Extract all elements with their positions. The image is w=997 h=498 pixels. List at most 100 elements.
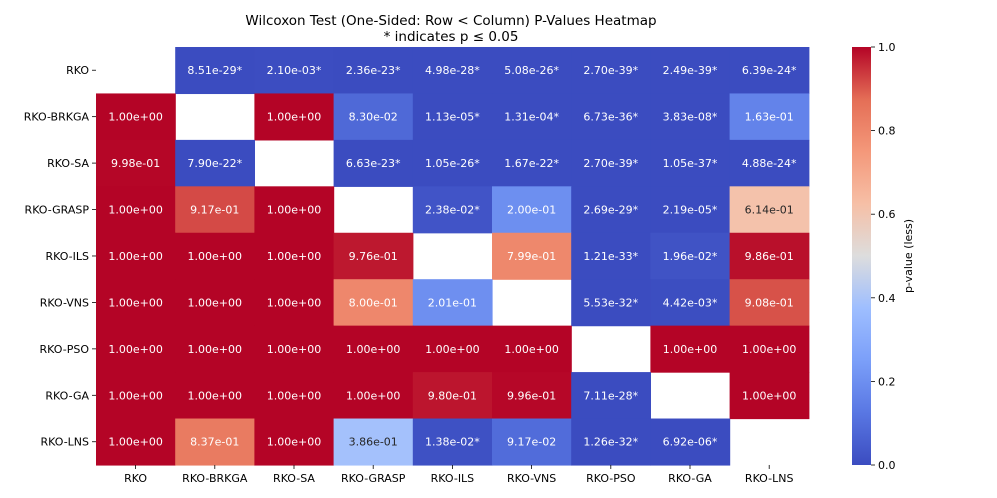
cell-value-label: 4.98e-28* bbox=[425, 64, 480, 77]
cell-value-label: 1.00e+00 bbox=[108, 250, 162, 263]
cell-value-label: 9.17e-02 bbox=[507, 436, 556, 449]
cell-value-label: 2.70e-39* bbox=[583, 157, 638, 170]
heatmap-cell bbox=[571, 418, 651, 466]
heatmap-cell bbox=[175, 325, 255, 373]
heatmap-cell bbox=[412, 186, 493, 234]
cell-value-label: 5.53e-32* bbox=[583, 296, 638, 309]
row-tick-label: RKO-GA bbox=[45, 389, 89, 402]
colorbar: 0.0 0.2 0.4 0.6 0.8 1.0 p-value (less) bbox=[852, 41, 915, 472]
cell-value-label: 1.00e+00 bbox=[267, 111, 321, 124]
column-tick-label: RKO-ILS bbox=[431, 472, 475, 485]
cell-value-label: 1.05e-26* bbox=[425, 157, 480, 170]
cell-value-label: 6.14e-01 bbox=[745, 204, 794, 217]
cell-value-label: 2.19e-05* bbox=[663, 204, 718, 217]
cell-value-label: 1.63e-01 bbox=[745, 111, 794, 124]
cell-value-label: 1.00e+00 bbox=[108, 296, 162, 309]
colorbar-tick-label: 0.8 bbox=[878, 125, 896, 138]
heatmap-cell bbox=[571, 93, 651, 141]
cell-value-label: 7.99e-01 bbox=[507, 250, 556, 263]
heatmap-cell bbox=[175, 372, 255, 420]
row-tick-label: RKO-GRASP bbox=[25, 204, 90, 217]
cell-value-label: 1.00e+00 bbox=[267, 436, 321, 449]
cell-value-label: 1.00e+00 bbox=[742, 389, 796, 402]
cell-value-label: 1.00e+00 bbox=[188, 250, 242, 263]
colorbar-tick-label: 1.0 bbox=[878, 41, 896, 54]
heatmap-cell bbox=[571, 47, 651, 95]
heatmap-cell bbox=[175, 418, 255, 466]
heatmap-cell bbox=[729, 232, 810, 280]
heatmap-cell bbox=[729, 47, 810, 95]
cell-value-label: 1.00e+00 bbox=[425, 343, 479, 356]
column-tick-label: RKO-LNS bbox=[745, 472, 794, 485]
cell-value-label: 1.67e-22* bbox=[504, 157, 559, 170]
colorbar-tick-label: 0.2 bbox=[878, 375, 896, 388]
cell-value-label: 1.00e+00 bbox=[108, 436, 162, 449]
heatmap-cell bbox=[333, 279, 414, 327]
colorbar-label: p-value (less) bbox=[902, 219, 915, 293]
cell-value-label: 9.08e-01 bbox=[745, 296, 794, 309]
heatmap-cell-labels: 8.51e-29* 2.10e-03* 2.36e-23* 4.98e-28* 5.08… bbox=[108, 64, 797, 449]
heatmap-cell bbox=[175, 139, 255, 187]
heatmap-cell bbox=[333, 93, 414, 141]
heatmap-cell bbox=[175, 47, 255, 95]
cell-value-label: 3.83e-08* bbox=[663, 111, 718, 124]
column-tick-label: RKO-PSO bbox=[586, 472, 636, 485]
heatmap-cell bbox=[96, 93, 176, 141]
heatmap-cell bbox=[254, 186, 335, 234]
cell-value-label: 2.70e-39* bbox=[583, 64, 638, 77]
colorbar-gradient bbox=[852, 47, 871, 465]
heatmap-cell bbox=[650, 418, 731, 466]
cell-value-label: 1.96e-02* bbox=[663, 250, 718, 263]
heatmap-cell bbox=[175, 279, 255, 327]
heatmap-cell bbox=[333, 232, 414, 280]
cell-value-label: 5.08e-26* bbox=[504, 64, 559, 77]
heatmap-cell bbox=[254, 418, 335, 466]
heatmap-cell bbox=[96, 139, 176, 187]
heatmap-cell bbox=[96, 232, 176, 280]
colorbar-tick-label: 0.0 bbox=[878, 459, 896, 472]
cell-value-label: 8.37e-01 bbox=[190, 436, 239, 449]
cell-value-label: 2.38e-02* bbox=[425, 204, 480, 217]
heatmap-cell bbox=[412, 372, 493, 420]
row-tick-label: RKO-BRKGA bbox=[24, 111, 90, 124]
chart-title: Wilcoxon Test (One-Sided: Row < Column) … bbox=[245, 13, 656, 29]
row-tick-label: RKO-PSO bbox=[40, 343, 90, 356]
cell-value-label: 2.69e-29* bbox=[583, 204, 638, 217]
column-tick-label: RKO bbox=[124, 472, 147, 485]
heatmap-cell bbox=[333, 139, 414, 187]
cell-value-label: 1.00e+00 bbox=[663, 343, 717, 356]
heatmap-cell bbox=[492, 418, 572, 466]
heatmap-cell bbox=[254, 232, 335, 280]
cell-value-label: 6.73e-36* bbox=[583, 111, 638, 124]
cell-value-label: 4.42e-03* bbox=[663, 296, 718, 309]
cell-value-label: 1.31e-04* bbox=[504, 111, 559, 124]
colorbar-tick-label: 0.4 bbox=[878, 292, 896, 305]
cell-value-label: 6.92e-06* bbox=[663, 436, 718, 449]
heatmap-cell bbox=[729, 372, 810, 420]
cell-value-label: 4.88e-24* bbox=[742, 157, 797, 170]
heatmap-cell bbox=[650, 279, 731, 327]
cell-value-label: 1.00e+00 bbox=[267, 389, 321, 402]
heatmap-cell bbox=[571, 232, 651, 280]
heatmap-cell bbox=[96, 279, 176, 327]
heatmap-cell bbox=[492, 232, 572, 280]
cell-value-label: 1.00e+00 bbox=[504, 343, 558, 356]
heatmap-cell bbox=[96, 372, 176, 420]
cell-value-label: 1.00e+00 bbox=[188, 296, 242, 309]
heatmap-cell bbox=[333, 418, 414, 466]
heatmap-cell bbox=[412, 93, 493, 141]
cell-value-label: 1.21e-33* bbox=[583, 250, 638, 263]
cell-value-label: 2.36e-23* bbox=[346, 64, 401, 77]
heatmap-cell bbox=[412, 47, 493, 95]
cell-value-label: 1.00e+00 bbox=[188, 389, 242, 402]
cell-value-label: 9.96e-01 bbox=[507, 389, 556, 402]
row-tick-label: RKO-SA bbox=[47, 157, 89, 170]
heatmap-cell bbox=[412, 279, 493, 327]
cell-value-label: 1.00e+00 bbox=[742, 343, 796, 356]
heatmap-cell bbox=[650, 93, 731, 141]
row-tick-labels: RKO RKO-BRKGA RKO-SA RKO-GRASP RKO-ILS RKO-VN… bbox=[24, 64, 96, 449]
heatmap-cell bbox=[254, 47, 335, 95]
cell-value-label: 1.05e-37* bbox=[663, 157, 718, 170]
heatmap-cell bbox=[412, 418, 493, 466]
